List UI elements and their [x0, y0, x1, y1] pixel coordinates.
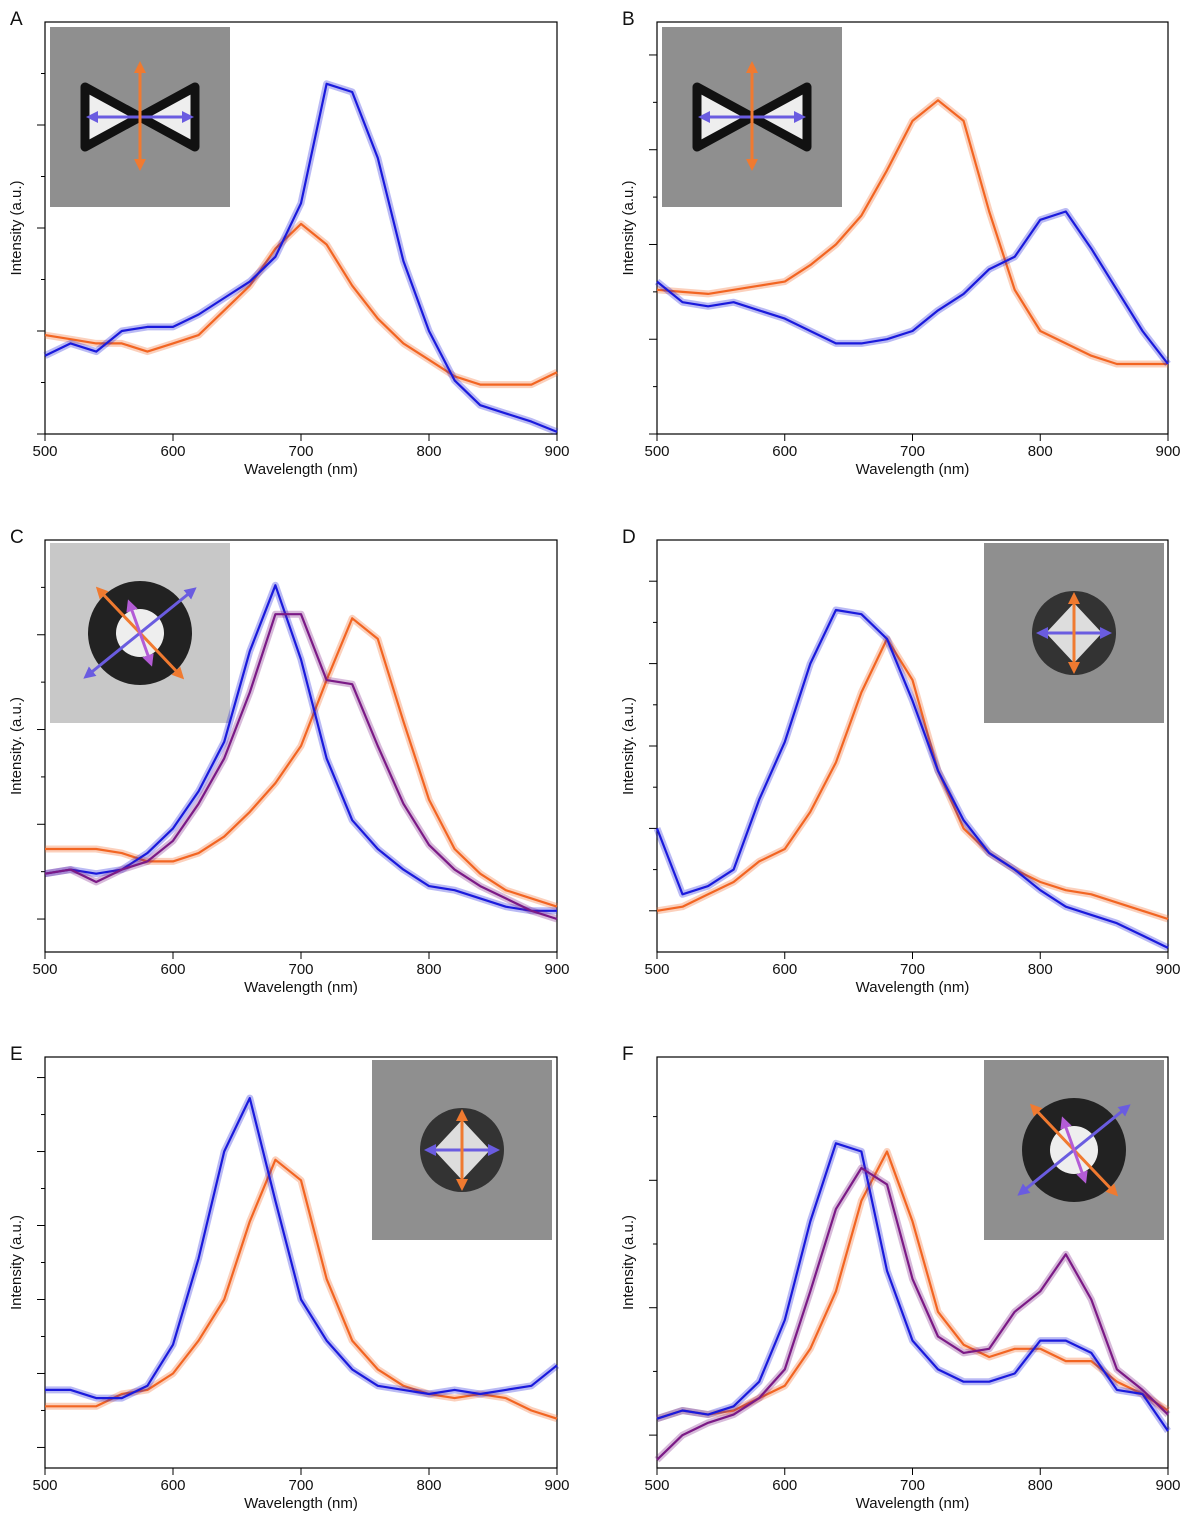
x-axis-label: Wavelength (nm) [856, 1495, 970, 1512]
spectrum [44, 82, 558, 433]
x-tick-label: 800 [416, 961, 441, 978]
spectrum [656, 637, 1169, 921]
x-tick-label: 500 [644, 443, 669, 460]
spectrum [656, 210, 1169, 365]
spectrum [44, 584, 557, 912]
spectrum [656, 1166, 1169, 1461]
y-axis-label: Intensity. (a.u.) [620, 697, 637, 795]
x-tick-label: 600 [772, 1477, 797, 1494]
x-tick-label: 500 [32, 961, 57, 978]
y-axis-label: Intensity (a.u.) [620, 1215, 637, 1310]
x-tick-label: 900 [544, 961, 569, 978]
x-axis-label: Wavelength (nm) [856, 979, 970, 996]
x-tick-label: 500 [644, 961, 669, 978]
x-tick-label: 600 [160, 961, 185, 978]
x-tick-label: 900 [1155, 961, 1180, 978]
x-tick-label: 600 [160, 1477, 185, 1494]
spectrum [44, 613, 558, 921]
spectrum [656, 1150, 1169, 1420]
x-tick-label: 700 [900, 443, 925, 460]
y-axis-label: Intensity (a.u.) [8, 1215, 25, 1310]
spectrum [655, 608, 1169, 949]
x-tick-label: 800 [1028, 961, 1053, 978]
spectrum [45, 617, 558, 908]
x-tick-label: 800 [1028, 443, 1053, 460]
spectrum [656, 99, 1168, 366]
panel-label: A [10, 9, 23, 30]
x-tick-label: 500 [32, 443, 57, 460]
x-tick-label: 800 [416, 1477, 441, 1494]
x-tick-label: 600 [160, 443, 185, 460]
x-tick-label: 700 [288, 961, 313, 978]
x-tick-label: 500 [32, 1477, 57, 1494]
panel-label: E [10, 1044, 23, 1065]
x-tick-label: 800 [1028, 1477, 1053, 1494]
x-tick-label: 700 [288, 443, 313, 460]
panel-label: D [622, 527, 636, 548]
spectrum [45, 1158, 558, 1420]
panel-label: B [622, 9, 635, 30]
x-tick-label: 700 [900, 961, 925, 978]
y-axis-label: Intensity (a.u.) [8, 180, 25, 275]
polarization-arrow [126, 599, 154, 667]
x-tick-label: 900 [1155, 443, 1180, 460]
x-tick-label: 900 [1155, 1477, 1180, 1494]
x-axis-label: Wavelength (nm) [244, 1495, 358, 1512]
x-axis-label: Wavelength (nm) [244, 461, 358, 478]
x-tick-label: 900 [544, 1477, 569, 1494]
panel-label: C [10, 527, 24, 548]
y-axis-label: Intensity. (a.u.) [8, 697, 25, 795]
x-axis-label: Wavelength (nm) [856, 461, 970, 478]
x-tick-label: 900 [544, 443, 569, 460]
y-axis-label: Intensity (a.u.) [620, 180, 637, 275]
panel-label: F [622, 1044, 634, 1065]
spectrum-raw [44, 220, 559, 389]
spectrum [656, 1142, 1169, 1432]
spectrum [45, 1097, 558, 1400]
polarization-arrow [1060, 1116, 1088, 1184]
x-tick-label: 600 [772, 443, 797, 460]
x-tick-label: 700 [900, 1477, 925, 1494]
spectrum [44, 222, 558, 386]
x-axis-label: Wavelength (nm) [244, 979, 358, 996]
x-tick-label: 500 [644, 1477, 669, 1494]
x-tick-label: 700 [288, 1477, 313, 1494]
x-tick-label: 600 [772, 961, 797, 978]
x-tick-label: 800 [416, 443, 441, 460]
